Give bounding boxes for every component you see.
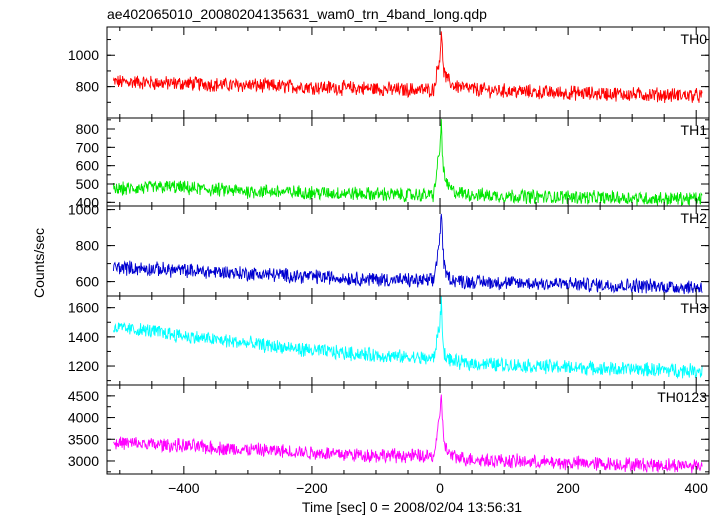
y-tick-label: 4000 [68,410,99,426]
y-tick-label: 800 [76,238,100,254]
panel-label-th1: TH1 [681,122,708,138]
y-axis-title: Counts/sec [31,228,47,298]
x-axis-title: Time [sec] 0 = 2008/02/04 13:56:31 [302,499,522,515]
y-tick-label: 1400 [68,329,99,345]
y-tick-label: 400 [76,194,100,210]
panel-label-th3: TH3 [681,300,708,316]
x-tick-label: 0 [436,480,444,496]
series-line-th2 [112,213,703,295]
series-line-th3 [112,296,703,380]
series-line-th0123 [113,394,703,474]
y-tick-label: 700 [76,139,100,155]
x-tick-label: −400 [168,480,200,496]
panel-label-th0: TH0 [681,31,708,47]
y-tick-label: 800 [76,79,100,95]
x-tick-label: 400 [685,480,709,496]
panel-frame-th0123 [106,384,710,475]
panels-group: 800 1000 TH0 400 500 600 700 800 TH1 600 800 1000 TH… [68,26,710,496]
panel-label-th2: TH2 [681,210,708,226]
y-tick-label: 600 [76,158,100,174]
x-tick-label: 200 [556,480,580,496]
y-tick-label: 600 [76,274,100,290]
y-tick-label: 3000 [68,453,99,469]
y-tick-label: 800 [76,121,100,137]
panel-frame-th0 [106,26,710,119]
y-tick-label: 1200 [68,358,99,374]
y-tick-label: 1000 [68,202,99,218]
panel-label-th0123: TH0123 [657,389,707,405]
y-tick-label: 4500 [68,388,99,404]
y-tick-label: 1000 [68,47,99,63]
y-tick-label: 500 [76,176,100,192]
y-tick-label: 3500 [68,431,99,447]
series-line-th1 [112,119,703,206]
y-tick-label: 1600 [68,300,99,316]
x-tick-label: −200 [296,480,328,496]
series-line-th0 [112,31,703,104]
chart-title: ae402065010_20080204135631_wam0_trn_4ban… [107,6,487,22]
